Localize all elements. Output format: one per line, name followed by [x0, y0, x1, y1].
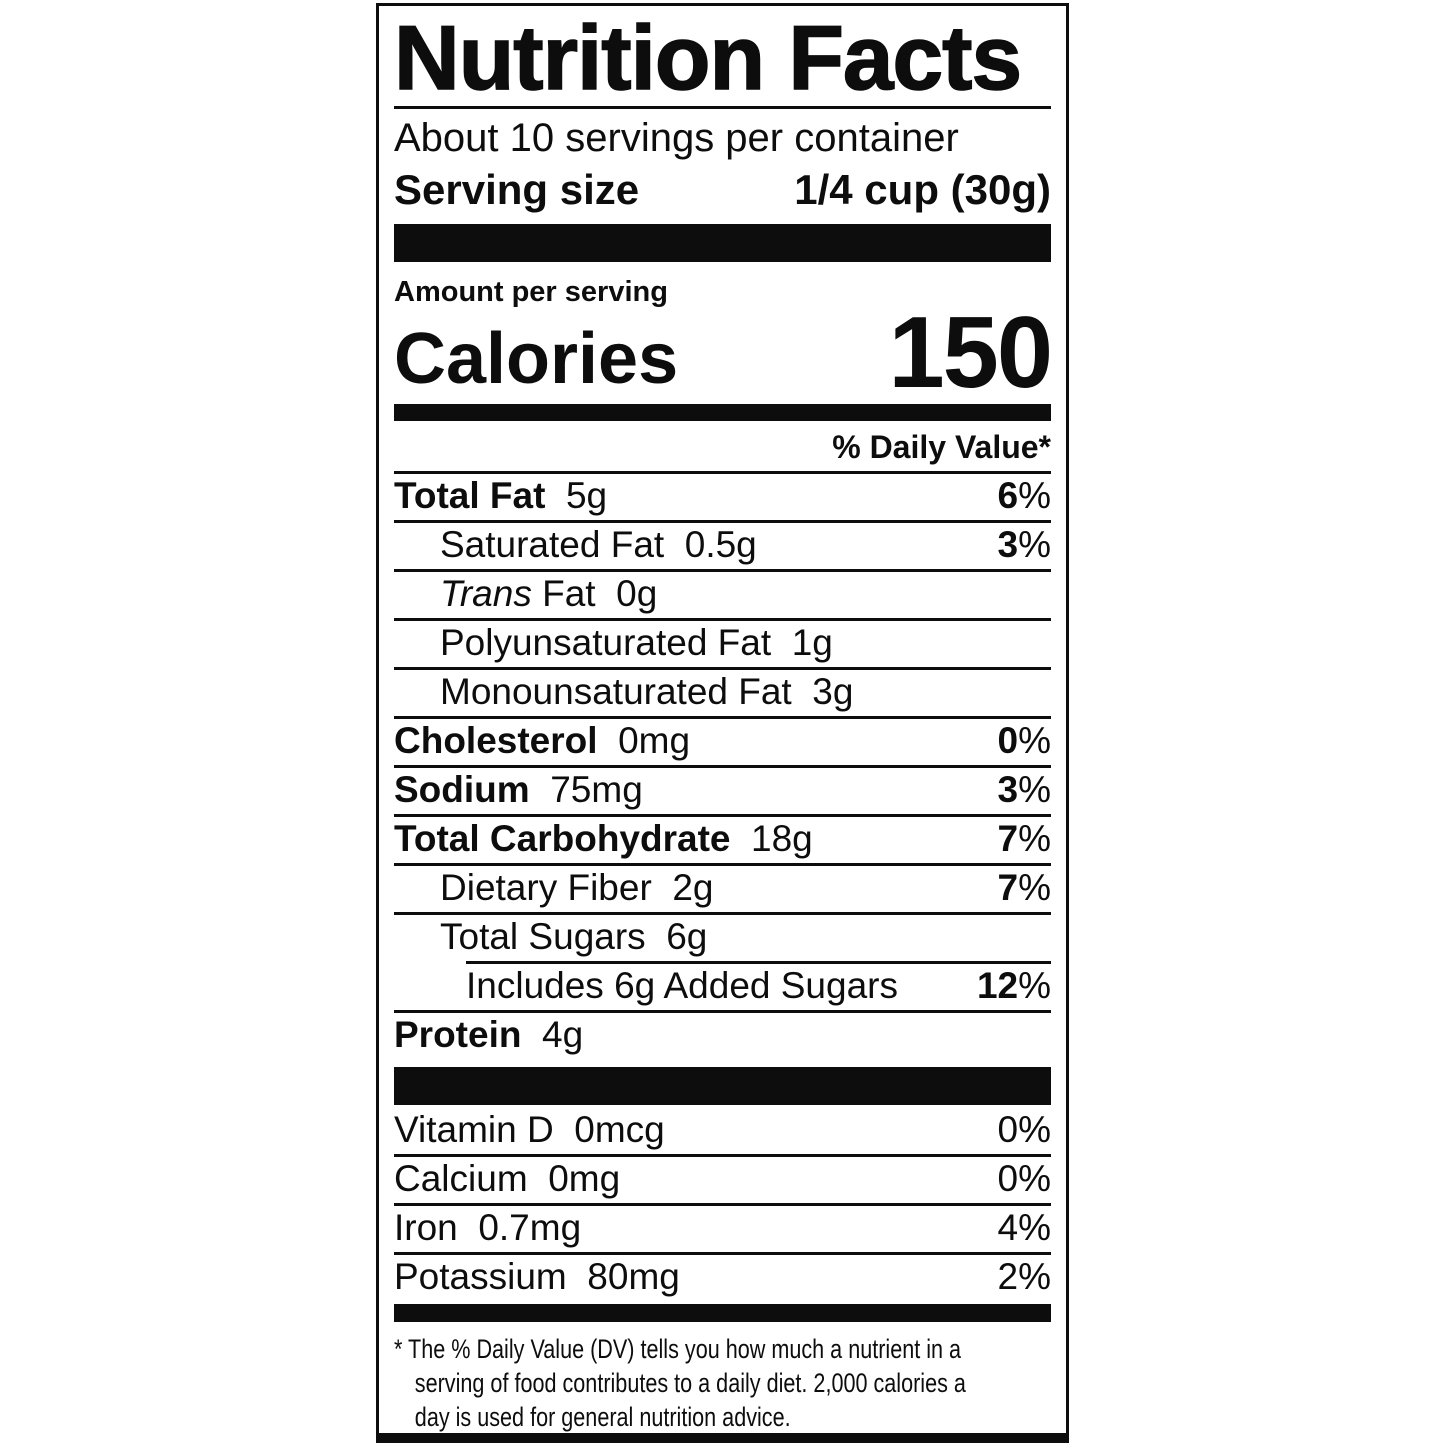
nutrient-amount: 3g [791, 670, 854, 712]
daily-value-percent: 0% [997, 1157, 1051, 1199]
nutrient-name: Includes 6g Added Sugars [466, 964, 898, 1006]
nutrient-name: Monounsaturated Fat 3g [440, 670, 854, 712]
nutrient-name: Protein 4g [394, 1013, 584, 1055]
daily-value-percent: 0% [997, 1108, 1051, 1150]
nutrient-row: Total Sugars 6g [394, 911, 1051, 961]
nutrient-amount: 0g [595, 572, 658, 614]
nutrient-amount: 18g [730, 817, 813, 859]
section-bar-protein [394, 1066, 1051, 1105]
nutrient-row: Saturated Fat 0.5g 3% [394, 519, 1051, 569]
nutrient-amount: 5g [545, 474, 608, 516]
footnote-line: * The % Daily Value (DV) tells you how m… [394, 1333, 962, 1364]
nutrient-name: Iron 0.7mg [394, 1206, 582, 1248]
serving-size-value: 1/4 cup (30g) [794, 166, 1051, 214]
daily-value-percent: 3% [997, 768, 1051, 810]
serving-size-label: Serving size [394, 166, 640, 214]
vitamin-row: Potassium 80mg 2% [394, 1251, 1051, 1301]
nutrient-name: Trans Fat 0g [440, 572, 658, 614]
nutrient-row: Monounsaturated Fat 3g [394, 666, 1051, 716]
nutrient-name: Potassium 80mg [394, 1255, 680, 1297]
nutrient-row: Total Carbohydrate 18g 7% [394, 813, 1051, 863]
section-bar-calories [394, 403, 1051, 421]
footnote-line: day is used for general nutrition advice… [414, 1401, 791, 1432]
footnote-line: serving of food contributes to a daily d… [414, 1367, 966, 1398]
vitamin-row: Calcium 0mg 0% [394, 1153, 1051, 1203]
nutrient-amount: 4g [521, 1013, 584, 1055]
nutrient-row: Total Fat 5g 6% [394, 470, 1051, 520]
nutrient-amount: 80mg [566, 1255, 680, 1297]
vitamin-row: Iron 0.7mg 4% [394, 1202, 1051, 1252]
serving-size-row: Serving size 1/4 cup (30g) [394, 164, 1051, 215]
calories-value: 150 [888, 297, 1053, 410]
nutrient-name: Vitamin D 0mcg [394, 1108, 665, 1150]
daily-value-percent: 4% [997, 1206, 1051, 1248]
title-divider [394, 106, 1051, 110]
nutrient-amount: 0.7mg [457, 1206, 582, 1248]
nutrient-name: Saturated Fat 0.5g [440, 523, 757, 565]
nutrient-rows: Total Fat 5g 6% Saturated Fat 0.5g 3% Trans … [394, 470, 1051, 1059]
vitamin-rows: Vitamin D 0mcg 0% Calcium 0mg 0% Iron 0.7mg 4… [394, 1105, 1051, 1301]
nutrient-amount: 0mcg [553, 1108, 665, 1150]
nutrient-name: Total Carbohydrate 18g [394, 817, 813, 859]
nutrient-amount: 1g [771, 621, 833, 663]
nutrient-amount: 0.5g [664, 523, 757, 565]
amount-per-serving-label: Amount per serving [394, 275, 668, 308]
daily-value-percent: 7% [997, 817, 1051, 859]
daily-value-percent: 3% [997, 523, 1051, 565]
nutrient-row: Dietary Fiber 2g 7% [394, 862, 1051, 912]
nutrient-amount: 75mg [529, 768, 643, 810]
nutrient-name: Calcium 0mg [394, 1157, 621, 1199]
calories-label: Calories [394, 319, 679, 400]
section-bar-bottom [394, 1303, 1051, 1322]
nutrient-amount: 2g [651, 866, 714, 908]
daily-value-header: % Daily Value* [832, 428, 1051, 465]
daily-value-percent: 6% [997, 474, 1051, 516]
nutrient-name: Dietary Fiber 2g [440, 866, 714, 908]
nutrient-row: Protein 4g [394, 1009, 1051, 1059]
nutrient-amount: 0mg [527, 1157, 621, 1199]
nutrient-name: Total Sugars 6g [440, 915, 708, 957]
footnote: * The % Daily Value (DV) tells you how m… [394, 1322, 1051, 1433]
nutrient-name: Polyunsaturated Fat 1g [440, 621, 833, 663]
label-title: Nutrition Facts [393, 8, 1023, 109]
nutrient-row: Polyunsaturated Fat 1g [394, 617, 1051, 667]
daily-value-percent: 0% [997, 719, 1051, 761]
nutrient-row: Sodium 75mg 3% [394, 764, 1051, 814]
servings-per-container: About 10 servings per container [394, 116, 959, 161]
nutrient-name: Sodium 75mg [394, 768, 643, 810]
nutrient-name: Cholesterol 0mg [394, 719, 691, 761]
nutrient-amount: 6g [645, 915, 708, 957]
nutrient-name: Total Fat 5g [394, 474, 608, 516]
nutrient-amount: 0mg [597, 719, 691, 761]
daily-value-percent: 12% [976, 964, 1051, 1006]
daily-value-percent: 2% [997, 1255, 1051, 1297]
calories-row: Calories 150 [394, 297, 1053, 410]
vitamin-row: Vitamin D 0mcg 0% [394, 1105, 1051, 1154]
nutrition-facts-label: Nutrition Facts About 10 servings per co… [376, 3, 1069, 1443]
nutrient-row: Includes 6g Added Sugars 12% [394, 960, 1051, 1010]
section-bar-top [394, 223, 1051, 262]
nutrient-row: Cholesterol 0mg 0% [394, 715, 1051, 765]
daily-value-percent: 7% [997, 866, 1051, 908]
nutrient-row: Trans Fat 0g [394, 568, 1051, 618]
